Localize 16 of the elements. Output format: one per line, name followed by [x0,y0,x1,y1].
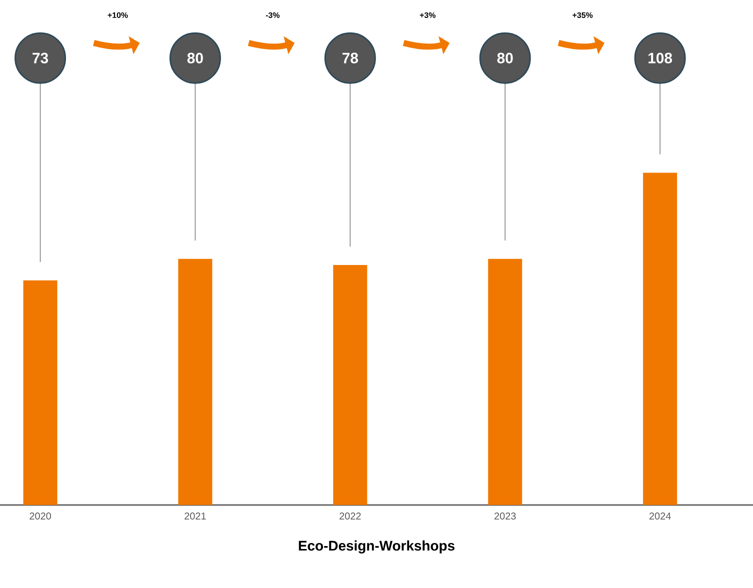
data-label: 78 [342,52,358,64]
x-tick-label: 2023 [494,512,516,520]
bar [23,280,58,505]
data-label: 80 [187,52,203,64]
data-label: 73 [32,52,48,64]
bar [643,172,678,505]
x-tick-label: 2020 [30,512,51,520]
x-tick-label: 2024 [649,512,671,520]
bar [333,265,368,505]
x-tick-label: 2021 [184,512,206,520]
bar [488,258,522,505]
data-label: 108 [648,52,672,64]
bar [178,258,212,505]
x-tick-label: 2022 [340,512,361,520]
x-axis-title: Eco-Design-Workshops [298,540,454,554]
data-label: 80 [497,52,513,64]
